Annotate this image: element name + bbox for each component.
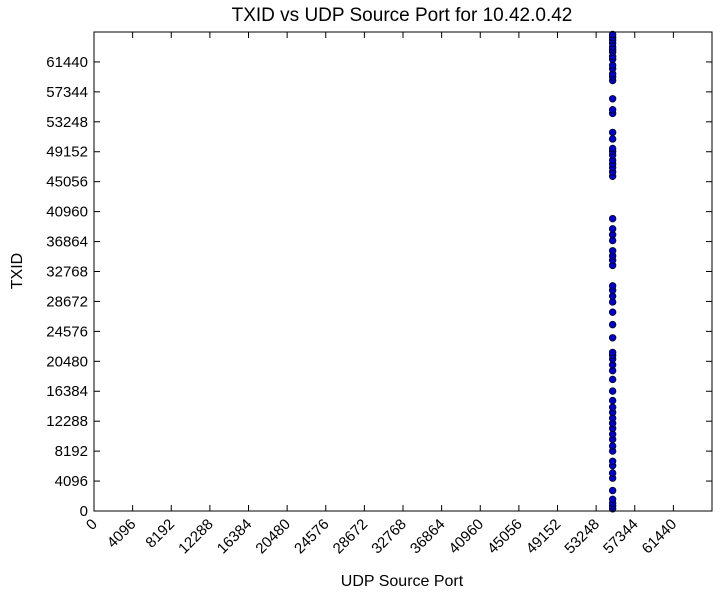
y-tick-label: 57344 xyxy=(46,84,88,101)
y-tick-label: 40960 xyxy=(46,204,88,221)
data-point xyxy=(608,396,617,405)
data-point xyxy=(608,495,617,504)
x-tick-label: 40960 xyxy=(446,516,488,558)
x-tick-label: 57344 xyxy=(600,516,642,558)
x-tick-label: 49152 xyxy=(523,516,565,558)
scatter-points xyxy=(608,30,617,513)
y-tick-label: 8192 xyxy=(55,443,88,460)
data-point xyxy=(608,247,617,255)
data-point xyxy=(608,375,617,384)
x-tick-label: 61440 xyxy=(639,516,681,558)
y-tick-label: 36864 xyxy=(46,234,88,251)
data-point xyxy=(608,135,617,143)
x-tick-label: 32768 xyxy=(368,516,410,558)
y-tick-label: 32768 xyxy=(46,263,88,280)
x-tick-label: 4096 xyxy=(104,516,140,552)
y-tick-label: 45056 xyxy=(46,174,88,191)
data-point xyxy=(608,348,617,357)
y-tick-label: 28672 xyxy=(46,293,88,310)
data-point xyxy=(608,106,617,114)
y-tick-label: 49152 xyxy=(46,144,88,161)
data-point xyxy=(608,320,617,329)
chart-title: TXID vs UDP Source Port for 10.42.0.42 xyxy=(232,5,573,26)
y-tick-label: 53248 xyxy=(46,114,88,131)
data-point xyxy=(608,144,617,153)
y-tick-label: 16384 xyxy=(46,383,88,400)
data-point xyxy=(608,486,617,495)
x-tick-label: 45056 xyxy=(484,516,526,558)
data-point xyxy=(608,282,617,290)
x-tick-label: 24576 xyxy=(291,516,333,558)
data-point xyxy=(608,30,617,39)
data-point xyxy=(608,128,617,137)
x-tick-label: 28672 xyxy=(330,516,372,558)
x-tick-label: 8192 xyxy=(142,516,178,552)
plot-area-frame xyxy=(93,31,713,512)
data-point xyxy=(608,95,617,103)
y-tick-label: 61440 xyxy=(46,54,88,71)
y-tick-label: 24576 xyxy=(46,323,88,340)
x-tick-label: 12288 xyxy=(175,516,217,558)
x-tick-label: 20480 xyxy=(252,516,294,558)
x-axis: 0 4096 81921228816384204802457628672327683… xyxy=(83,32,680,557)
y-tick-label: 0 xyxy=(80,503,88,520)
data-point xyxy=(608,387,617,395)
y-tick-label: 20480 xyxy=(46,353,88,370)
data-point xyxy=(608,457,617,465)
y-axis-title: TXID xyxy=(9,253,26,289)
data-point xyxy=(608,469,617,477)
data-point xyxy=(608,308,617,316)
data-point xyxy=(608,225,617,233)
y-tick-label: 12288 xyxy=(46,413,88,430)
x-tick-label: 16384 xyxy=(214,516,256,558)
x-tick-label: 36864 xyxy=(407,516,449,558)
data-point xyxy=(608,442,617,450)
x-tick-label: 53248 xyxy=(561,516,603,558)
data-point xyxy=(608,403,617,411)
y-tick-label: 4096 xyxy=(55,473,88,490)
data-point xyxy=(608,214,617,223)
x-axis-title: UDP Source Port xyxy=(341,573,464,590)
data-point xyxy=(608,334,617,342)
y-axis: 0 4096 8192 12288 16384 20480 24576 28672 32768 3… xyxy=(46,54,712,520)
